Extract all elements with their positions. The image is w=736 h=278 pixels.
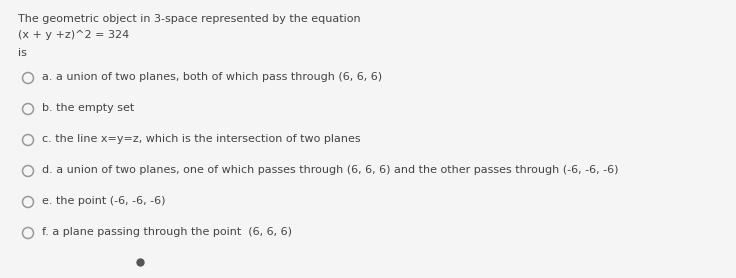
- Text: a. a union of two planes, both of which pass through (6, 6, 6): a. a union of two planes, both of which …: [42, 72, 382, 82]
- Text: d. a union of two planes, one of which passes through (6, 6, 6) and the other pa: d. a union of two planes, one of which p…: [42, 165, 618, 175]
- Text: The geometric object in 3-space represented by the equation: The geometric object in 3-space represen…: [18, 14, 361, 24]
- Text: is: is: [18, 48, 27, 58]
- Text: e. the point (-6, -6, -6): e. the point (-6, -6, -6): [42, 196, 166, 206]
- Text: f. a plane passing through the point  (6, 6, 6): f. a plane passing through the point (6,…: [42, 227, 292, 237]
- Text: b. the empty set: b. the empty set: [42, 103, 134, 113]
- Text: c. the line x=y=z, which is the intersection of two planes: c. the line x=y=z, which is the intersec…: [42, 134, 361, 144]
- Text: (x + y +z)^2 = 324: (x + y +z)^2 = 324: [18, 30, 130, 40]
